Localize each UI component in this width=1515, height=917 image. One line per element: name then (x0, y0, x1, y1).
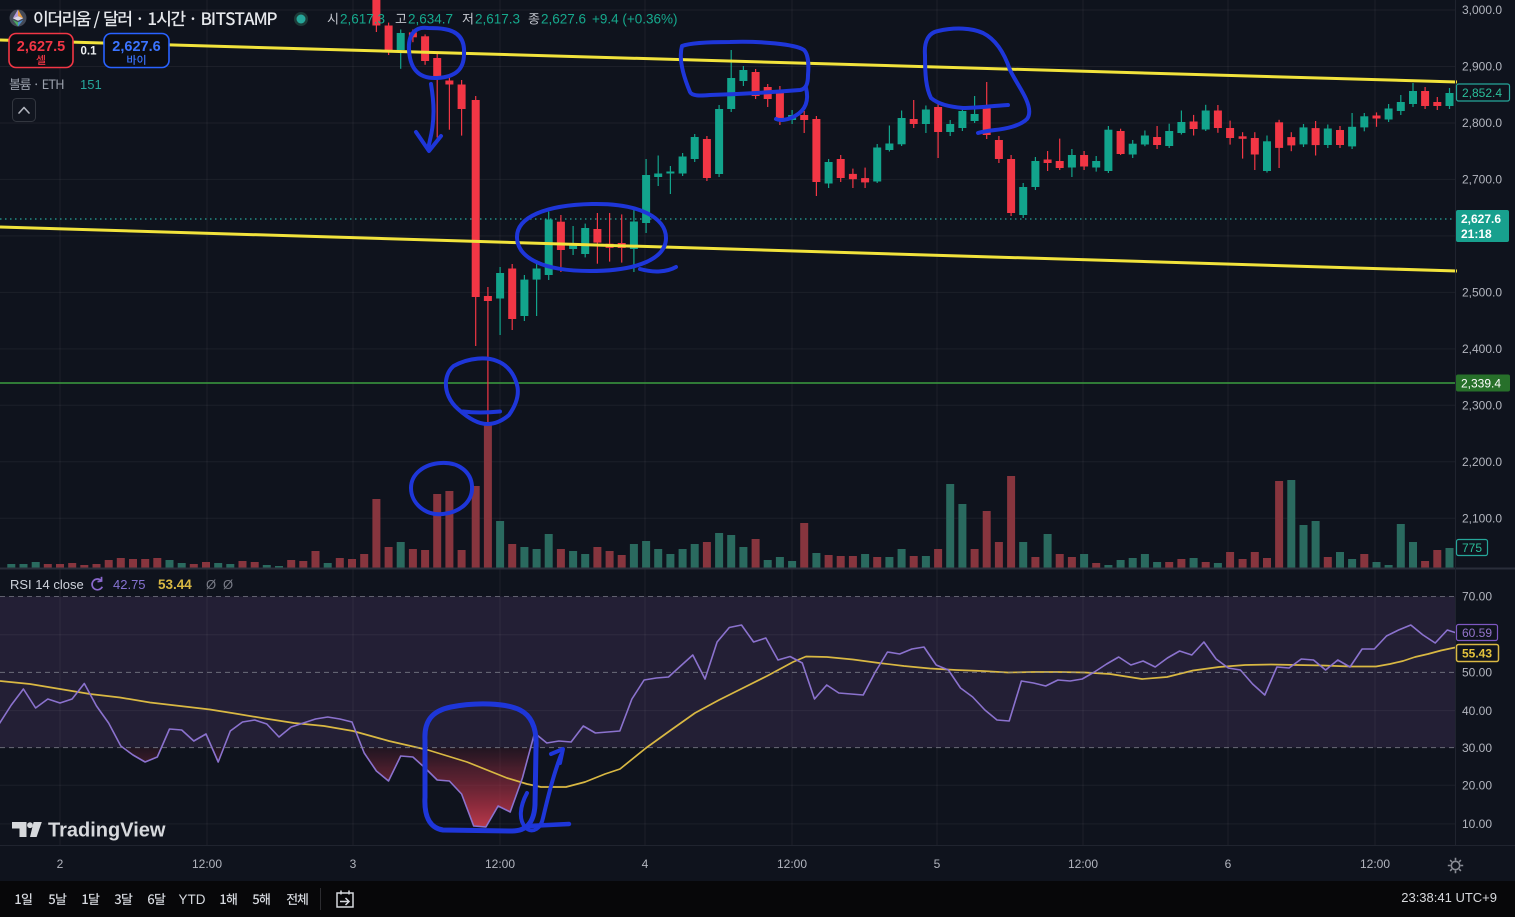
svg-text:10.00: 10.00 (1462, 817, 1492, 831)
svg-text:2,617.3: 2,617.3 (340, 12, 385, 27)
svg-text:42.75: 42.75 (113, 577, 146, 592)
svg-text:12:00: 12:00 (1360, 857, 1390, 871)
svg-text:60.59: 60.59 (1462, 626, 1492, 640)
svg-text:12:00: 12:00 (777, 857, 807, 871)
svg-text:40.00: 40.00 (1462, 704, 1492, 718)
svg-text:12:00: 12:00 (485, 857, 515, 871)
svg-text:2,200.0: 2,200.0 (1462, 455, 1502, 469)
svg-text:3: 3 (350, 857, 357, 871)
svg-text:Ø: Ø (206, 577, 216, 592)
svg-text:2,700.0: 2,700.0 (1462, 173, 1502, 187)
svg-text:2,100.0: 2,100.0 (1462, 512, 1502, 526)
svg-text:6: 6 (1225, 857, 1232, 871)
svg-text:2,500.0: 2,500.0 (1462, 286, 1502, 300)
svg-text:2,339.4: 2,339.4 (1461, 377, 1501, 391)
svg-text:5: 5 (934, 857, 941, 871)
svg-text:2,627.5: 2,627.5 (17, 39, 65, 55)
svg-text:2,634.7: 2,634.7 (408, 12, 453, 27)
svg-text:21:18: 21:18 (1461, 227, 1492, 241)
svg-text:+9.4 (+0.36%): +9.4 (+0.36%) (592, 12, 678, 27)
svg-text:2: 2 (57, 857, 64, 871)
svg-text:2,800.0: 2,800.0 (1462, 116, 1502, 130)
svg-text:TradingView: TradingView (48, 820, 166, 842)
svg-text:2,627.6: 2,627.6 (112, 39, 160, 55)
svg-text:2,617.3: 2,617.3 (475, 12, 520, 27)
svg-text:12:00: 12:00 (1068, 857, 1098, 871)
svg-text:20.00: 20.00 (1462, 779, 1492, 793)
svg-text:Ø: Ø (223, 577, 233, 592)
svg-text:23:38:41 UTC+9: 23:38:41 UTC+9 (1401, 890, 1497, 905)
svg-text:775: 775 (1462, 541, 1482, 555)
svg-text:3,000.0: 3,000.0 (1462, 3, 1502, 17)
svg-text:YTD: YTD (179, 892, 206, 907)
svg-text:2,627.6: 2,627.6 (541, 12, 586, 27)
svg-text:30.00: 30.00 (1462, 741, 1492, 755)
svg-text:151: 151 (80, 77, 102, 92)
svg-text:55.43: 55.43 (1462, 647, 1492, 661)
svg-text:2,627.6: 2,627.6 (1461, 212, 1501, 226)
svg-text:2,852.4: 2,852.4 (1462, 86, 1502, 100)
svg-text:53.44: 53.44 (158, 577, 192, 592)
svg-text:2,900.0: 2,900.0 (1462, 60, 1502, 74)
svg-text:0.1: 0.1 (81, 46, 98, 58)
svg-text:70.00: 70.00 (1462, 590, 1492, 604)
svg-text:RSI 14 close: RSI 14 close (10, 577, 84, 592)
svg-text:4: 4 (642, 857, 649, 871)
svg-text:50.00: 50.00 (1462, 666, 1492, 680)
svg-text:12:00: 12:00 (192, 857, 222, 871)
svg-text:2,300.0: 2,300.0 (1462, 399, 1502, 413)
svg-text:2,400.0: 2,400.0 (1462, 342, 1502, 356)
